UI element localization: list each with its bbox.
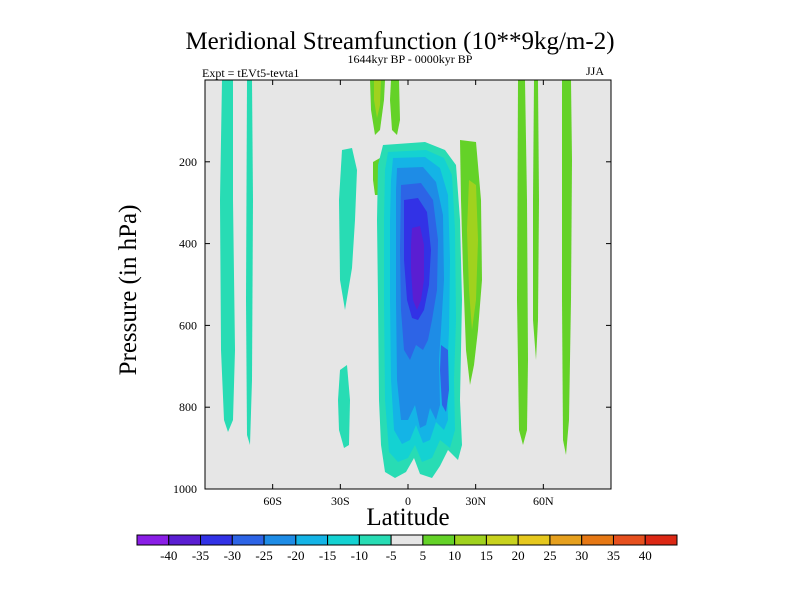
contour-bands — [220, 80, 572, 478]
y-tick-label: 1000 — [173, 482, 197, 496]
colorbar-label: -30 — [224, 548, 241, 563]
y-tick-label: 600 — [179, 318, 197, 332]
contour-band-62n — [562, 80, 572, 455]
colorbar-label: -5 — [386, 548, 397, 563]
colorbar-label: 20 — [512, 548, 525, 563]
colorbar-swatch — [136, 534, 170, 546]
colorbar-label: 10 — [448, 548, 461, 563]
x-tick-label: 30N — [465, 494, 486, 508]
colorbar-swatch — [454, 534, 487, 546]
contour-cell-level-minus35 — [411, 226, 424, 310]
x-tick-label: 60S — [263, 494, 282, 508]
contour-band-west-60s — [220, 80, 235, 432]
x-axis-label: Latitude — [366, 504, 450, 531]
y-tick-label: 400 — [179, 237, 197, 251]
colorbar-label: 15 — [480, 548, 493, 563]
contour-blob-30s-upper — [339, 148, 357, 310]
y-tick-label: 200 — [179, 155, 197, 169]
contour-finger-equator-left-core — [374, 80, 381, 118]
contour-band-subtropical-core — [467, 180, 478, 330]
colorbar-label: -35 — [192, 548, 209, 563]
colorbar-swatch — [200, 534, 233, 546]
colorbar-label: 5 — [420, 548, 427, 563]
colorbar-swatch — [358, 534, 392, 546]
colorbar: -40 -35 -30 -25 -20 -15 -10 -5 5 10 15 20 25 30 35 40 — [136, 534, 678, 563]
colorbar-label: 30 — [575, 548, 588, 563]
contour-band-55n — [533, 80, 539, 360]
colorbar-label: 25 — [543, 548, 556, 563]
colorbar-swatch — [390, 534, 424, 546]
colorbar-swatch — [295, 534, 329, 546]
x-tick-label: 30S — [331, 494, 350, 508]
season-label: JJA — [586, 64, 605, 78]
colorbar-swatch — [231, 534, 265, 546]
colorbar-swatch — [327, 534, 360, 546]
colorbar-label: -25 — [255, 548, 272, 563]
colorbar-label: 35 — [607, 548, 620, 563]
chart-subtitle: 1644kyr BP - 0000kyr BP — [347, 52, 473, 66]
colorbar-swatch — [485, 534, 519, 546]
colorbar-label: -15 — [319, 548, 336, 563]
colorbar-swatch — [581, 534, 614, 546]
x-tick-label: 60N — [533, 494, 554, 508]
colorbar-swatch — [612, 534, 646, 546]
x-tick-label: 0 — [405, 494, 411, 508]
colorbar-label: -10 — [351, 548, 368, 563]
axis-ticks: 60S 30S 0 30N 60N 200 400 600 800 1000 — [173, 80, 611, 508]
colorbar-label: 40 — [639, 548, 652, 563]
y-tick-label: 800 — [179, 400, 197, 414]
colorbar-swatch — [549, 534, 583, 546]
contour-band-east-60s — [246, 80, 253, 445]
chart-title: Meridional Streamfunction (10**9kg/m-2) — [185, 28, 615, 55]
y-axis-label: Pressure (in hPa) — [115, 204, 142, 376]
colorbar-label: -20 — [287, 548, 304, 563]
contour-finger-equator-right — [390, 80, 400, 135]
colorbar-swatch — [422, 534, 456, 546]
colorbar-swatch — [168, 534, 202, 546]
contour-band-50n — [517, 80, 528, 445]
colorbar-swatch — [517, 534, 551, 546]
contour-blob-30s-lower — [338, 365, 350, 448]
colorbar-swatch — [263, 534, 297, 546]
colorbar-swatch — [644, 534, 678, 546]
contour-cell-lower-tail — [440, 345, 449, 412]
colorbar-label: -40 — [160, 548, 177, 563]
experiment-label: Expt = tEVt5-tevta1 — [202, 66, 300, 80]
